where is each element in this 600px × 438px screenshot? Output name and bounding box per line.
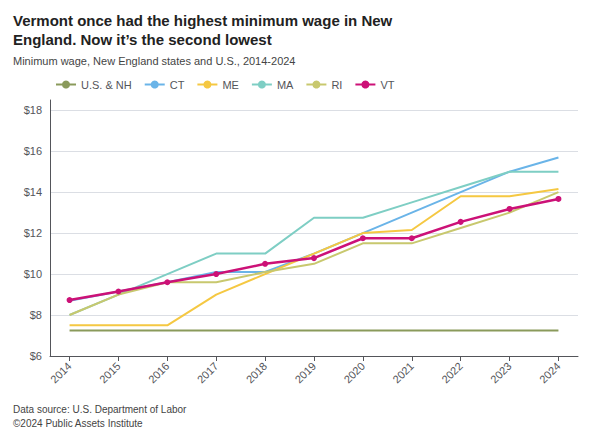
svg-text:2019: 2019 (292, 360, 318, 386)
svg-text:2022: 2022 (439, 360, 465, 386)
svg-text:2016: 2016 (146, 360, 172, 386)
svg-text:CT: CT (170, 79, 185, 91)
svg-text:$8: $8 (30, 309, 42, 321)
svg-text:RI: RI (331, 79, 342, 91)
svg-text:$6: $6 (30, 350, 42, 362)
svg-text:2017: 2017 (195, 360, 221, 386)
svg-text:2024: 2024 (537, 360, 563, 386)
svg-text:$14: $14 (24, 186, 42, 198)
svg-text:England. Now it’s the second l: England. Now it’s the second lowest (13, 31, 272, 48)
svg-text:2023: 2023 (488, 360, 514, 386)
svg-text:©2024 Public Assets Institute: ©2024 Public Assets Institute (13, 418, 143, 429)
svg-text:MA: MA (277, 79, 294, 91)
svg-text:Data source: U.S. Department o: Data source: U.S. Department of Labor (13, 404, 187, 415)
svg-text:2020: 2020 (341, 360, 367, 386)
svg-text:2014: 2014 (48, 360, 74, 386)
svg-text:Minimum wage, New England stat: Minimum wage, New England states and U.S… (13, 55, 296, 67)
svg-text:2018: 2018 (244, 360, 270, 386)
svg-text:ME: ME (222, 79, 239, 91)
svg-text:$18: $18 (24, 104, 42, 116)
svg-text:$12: $12 (24, 227, 42, 239)
svg-text:$16: $16 (24, 145, 42, 157)
svg-text:2015: 2015 (97, 360, 123, 386)
svg-text:$10: $10 (24, 268, 42, 280)
svg-text:VT: VT (380, 79, 394, 91)
svg-text:2021: 2021 (390, 360, 416, 386)
svg-text:Vermont once had the highest m: Vermont once had the highest minimum wag… (13, 12, 393, 29)
svg-text:U.S. & NH: U.S. & NH (81, 79, 132, 91)
